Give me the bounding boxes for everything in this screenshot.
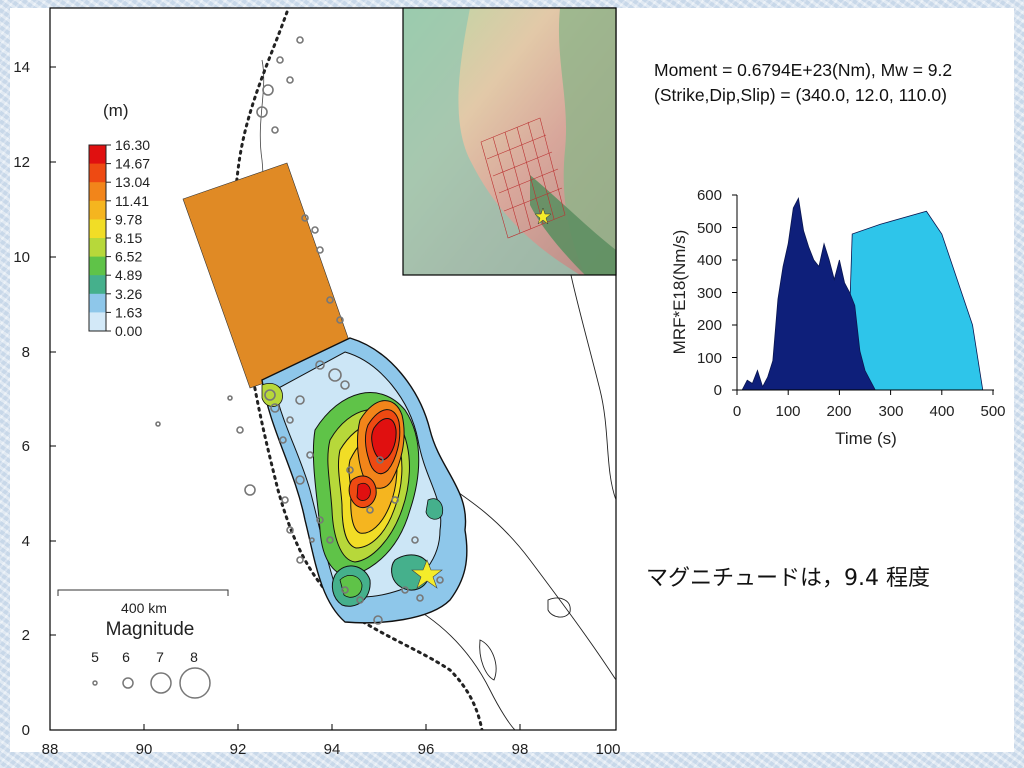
- mrf-x-ticks: 0 100 200 300 400 500: [733, 403, 1006, 420]
- map-y-tick: 2: [22, 627, 30, 644]
- magnitude-note: マグニチュードは，9.4 程度: [646, 566, 930, 591]
- mrf-x-tick: 500: [980, 403, 1005, 420]
- map-tick-marks: [50, 66, 521, 730]
- island-outline: [547, 597, 571, 618]
- mrf-y-tick: 0: [714, 382, 722, 399]
- mrf-y-label: MRF*E18(Nm/s): [670, 230, 689, 355]
- map-x-tick: 100: [595, 741, 620, 758]
- colorbar-swatch: [89, 275, 106, 295]
- mrf-chart: 0 100 200 300 400 500 0 100 200 300 400 …: [670, 187, 1006, 448]
- map-y-tick: 14: [13, 59, 30, 76]
- mrf-y-tick: 300: [697, 285, 722, 302]
- mrf-series-light: [846, 210, 984, 391]
- colorbar-swatch: [89, 182, 106, 202]
- coastline-group: [155, 9, 616, 730]
- mrf-series: [741, 196, 984, 391]
- mrf-x-tick: 300: [878, 403, 903, 420]
- magnitude-6-circle: [122, 677, 134, 689]
- colorbar-swatch: [89, 200, 106, 220]
- colorbar-label: 14.67: [115, 156, 150, 172]
- colorbar-swatch: [89, 219, 106, 239]
- island-outline-2: [479, 639, 497, 681]
- scale-legend: 400 km Magnitude 5 6 7 8: [57, 589, 229, 699]
- map-x-tick: 90: [136, 741, 153, 758]
- map-x-tick: 96: [418, 741, 435, 758]
- map-y-tick: 12: [13, 154, 30, 171]
- trench-line: [233, 10, 484, 730]
- map-y-tick: 4: [22, 533, 30, 550]
- map-y-tick: 0: [22, 722, 30, 739]
- mechanism-text: (Strike,Dip,Slip) = (340.0, 12.0, 110.0): [654, 85, 947, 105]
- colorbar-unit: (m): [103, 101, 128, 120]
- magnitude-title: Magnitude: [106, 619, 195, 640]
- magnitude-7-circle: [150, 672, 172, 694]
- map-y-axis: 0 2 4 6 8 10 12 14: [13, 59, 30, 739]
- colorbar-label: 13.04: [115, 174, 150, 190]
- colorbar-label: 3.26: [115, 286, 142, 302]
- colorbar-label: 0.00: [115, 323, 142, 339]
- aftershocks: [155, 36, 444, 625]
- map-x-tick: 94: [324, 741, 341, 758]
- map-x-axis: 88 90 92 94 96 98 100: [42, 741, 621, 758]
- inset-map: [402, 7, 617, 276]
- colorbar-swatch: [89, 145, 106, 165]
- map-y-tick: 6: [22, 438, 30, 455]
- map-y-tick: 10: [13, 249, 30, 266]
- map-y-tick: 8: [22, 344, 30, 361]
- colorbar-label: 16.30: [115, 137, 150, 153]
- mrf-tick-marks: [732, 194, 994, 395]
- mrf-y-tick: 200: [697, 317, 722, 334]
- inset-frame: [402, 7, 617, 276]
- inset-epicenter-star: [534, 207, 552, 225]
- magnitude-label: 6: [122, 649, 130, 665]
- colorbar-swatch: [89, 256, 106, 276]
- map-x-tick: 88: [42, 741, 59, 758]
- map-x-tick: 92: [230, 741, 247, 758]
- colorbar-labels: 16.30 14.67 13.04 11.41 9.78 8.15 6.52 4.89 3.26…: [106, 137, 150, 339]
- sumatra-west-coast: [399, 599, 516, 730]
- mrf-y-ticks: 0 100 200 300 400 500 600: [697, 187, 722, 399]
- colorbar-label: 11.41: [115, 193, 149, 209]
- scale-bar: [57, 589, 229, 596]
- epicenter-star: [411, 559, 443, 589]
- colorbar-label: 4.89: [115, 267, 142, 283]
- mrf-x-tick: 400: [929, 403, 954, 420]
- map-x-tick: 98: [512, 741, 529, 758]
- colorbar-swatch: [89, 312, 106, 332]
- mrf-y-tick: 100: [697, 350, 722, 367]
- inset-grid: [480, 117, 566, 239]
- colorbar-label: 1.63: [115, 304, 142, 320]
- magnitude-label: 7: [156, 649, 164, 665]
- mrf-x-tick: 200: [826, 403, 851, 420]
- inset-land: [558, 8, 616, 275]
- magnitude-5-circle: [92, 680, 98, 686]
- colorbar-swatch: [89, 163, 106, 183]
- colorbar: (m) 16.30 14.67 13.04 11.41 9.78 8.15 6.52 4.89…: [88, 101, 150, 339]
- mrf-x-label: Time (s): [835, 429, 897, 448]
- inset-ocean: [403, 8, 580, 275]
- slip-distribution: [261, 337, 468, 624]
- mrf-y-tick: 600: [697, 187, 722, 204]
- mrf-x-tick: 0: [733, 403, 741, 420]
- sumatra-coastline: [439, 479, 616, 681]
- colorbar-label: 8.15: [115, 230, 142, 246]
- magnitude-8-circle: [179, 667, 211, 699]
- colorbar-swatches: [89, 145, 106, 332]
- inset-sumatra: [530, 175, 616, 275]
- scale-distance-label: 400 km: [121, 600, 167, 616]
- colorbar-label: 9.78: [115, 211, 142, 227]
- colorbar-label: 6.52: [115, 249, 142, 265]
- mrf-y-tick: 400: [697, 252, 722, 269]
- mrf-x-tick: 100: [775, 403, 800, 420]
- magnitude-label: 5: [91, 649, 99, 665]
- colorbar-swatch: [89, 293, 106, 313]
- mrf-y-tick: 500: [697, 220, 722, 237]
- colorbar-swatch: [89, 238, 106, 258]
- magnitude-label: 8: [190, 649, 198, 665]
- mrf-series-dark: [741, 196, 876, 391]
- moment-text: Moment = 0.6794E+23(Nm), Mw = 9.2: [654, 60, 952, 80]
